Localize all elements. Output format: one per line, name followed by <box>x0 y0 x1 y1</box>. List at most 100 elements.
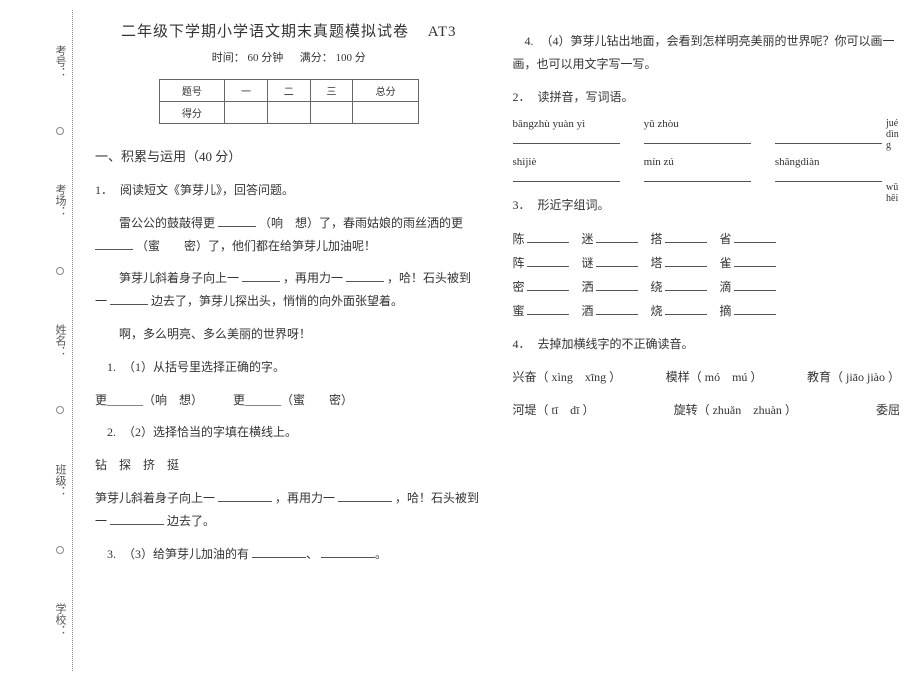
blank <box>596 279 638 291</box>
blank <box>644 132 751 144</box>
p1b: （响 想）了，春雨姑娘的雨丝洒的更 <box>259 216 463 230</box>
binding-label-xuexiao: 学校： <box>52 603 68 636</box>
full-label: 满分： <box>300 52 333 64</box>
py3: shìjiè <box>513 156 620 168</box>
sub-q4: 4. （4）笋芽儿钻出地面，会看到怎样明亮美丽的世界呢？你可以画一画，也可以用文… <box>513 30 901 76</box>
q1-num: 1． <box>95 183 113 197</box>
g33: 摘 <box>720 304 732 318</box>
blank <box>527 279 569 291</box>
g10: 阵 <box>513 256 525 270</box>
s2a: 笋芽儿斜着身子向上一 <box>95 491 215 505</box>
td-blank <box>267 102 310 124</box>
grid-row: 密 洒 绕 滴 <box>513 275 901 299</box>
s2d: 边去了。 <box>167 514 215 528</box>
p2a: 笋芽儿斜着身子向上一 <box>119 271 239 285</box>
exam-title: 二年级下学期小学语文期末真题模拟试卷 AT3 <box>95 20 483 41</box>
p1a: 雷公公的鼓敲得更 <box>119 216 215 230</box>
g01: 迷 <box>582 232 594 246</box>
py5: shāngdiàn <box>775 156 882 168</box>
g32: 烧 <box>651 304 663 318</box>
blank <box>775 170 882 182</box>
td-label: 得分 <box>159 102 224 124</box>
binding-label-kaochang: 考场： <box>52 184 68 217</box>
blank <box>513 132 620 144</box>
q4-line-b: 河堤（ tī dī ） 旋转（ zhuǎn zhuàn ） 委屈 <box>513 399 901 422</box>
blank-row-1 <box>513 132 883 144</box>
pinyin-right-1: juédìng <box>886 118 900 151</box>
blank <box>665 231 707 243</box>
grid-row: 阵 谜 塔 雀 <box>513 251 901 275</box>
sub1-text: （1）从括号里选择正确的字。 <box>123 360 285 374</box>
sub-q2: 2. （2）选择恰当的字填在横线上。 <box>95 421 483 444</box>
sub4-num: 4. <box>525 34 534 48</box>
blank <box>218 215 256 227</box>
passage-p1: 雷公公的鼓敲得更 （响 想）了，春雨姑娘的雨丝洒的更 （蜜 密）了，他们都在给笋… <box>95 212 483 258</box>
blank <box>734 279 776 291</box>
q2-num: 2． <box>513 90 531 104</box>
question-4: 4． 去掉加横线字的不正确读音。 <box>513 333 901 356</box>
g21: 洒 <box>582 280 594 294</box>
p1c: （蜜 密）了，他们都在给笋芽儿加油呢！ <box>136 239 376 253</box>
binding-dot <box>56 267 64 275</box>
sub2-num: 2. <box>107 425 116 439</box>
g11: 谜 <box>582 256 594 270</box>
q4-text: 去掉加横线字的不正确读音。 <box>538 337 694 351</box>
g31: 酒 <box>582 304 594 318</box>
binding-label-xingming: 姓名： <box>52 324 68 357</box>
blank-row-2 <box>513 170 883 182</box>
title-main: 二年级下学期小学语文期末真题模拟试卷 <box>121 24 409 40</box>
time-value: 60 分钟 <box>248 52 284 64</box>
binding-dot <box>56 127 64 135</box>
th-1: 一 <box>225 80 268 102</box>
py2: yǔ zhòu <box>644 118 751 130</box>
grid-row: 陈 迷 搭 省 <box>513 227 901 251</box>
q3-text: 形近字组词。 <box>538 198 610 212</box>
blank <box>644 170 751 182</box>
blank <box>252 546 306 558</box>
th-total: 总分 <box>353 80 418 102</box>
g13: 雀 <box>720 256 732 270</box>
blank <box>734 303 776 315</box>
pinyin-block: juédìng bāngzhù yuàn yì yǔ zhòu wūhēi sh… <box>513 118 901 182</box>
blank <box>346 270 384 282</box>
q4-line-a: 兴奋（ xìng xīng ） 模样（ mó mú ） 教育（ jiāo jià… <box>513 366 901 389</box>
blank <box>596 303 638 315</box>
passage-p2: 笋芽儿斜着身子向上一 ，再用力一 ，哈！石头被到一 边去了，笋芽儿探出头，悄悄的… <box>95 267 483 313</box>
blank <box>527 255 569 267</box>
td-blank <box>225 102 268 124</box>
pinyin-row-1: bāngzhù yuàn yì yǔ zhòu <box>513 118 883 130</box>
q1-text: 阅读短文《笋芽儿》，回答问题。 <box>120 183 294 197</box>
blank <box>242 270 280 282</box>
th-3: 三 <box>310 80 353 102</box>
binding-label-kaohao: 考号： <box>52 45 68 78</box>
g20: 密 <box>513 280 525 294</box>
sub2-opts: 钻 探 挤 挺 <box>95 454 483 477</box>
g22: 绕 <box>651 280 663 294</box>
g23: 滴 <box>720 280 732 294</box>
q4b0: 河堤（ tī dī ） <box>513 399 595 422</box>
blank <box>338 490 392 502</box>
g30: 蜜 <box>513 304 525 318</box>
blank <box>734 231 776 243</box>
q4a0: 兴奋（ xìng xīng ） <box>513 366 622 389</box>
score-value-row: 得分 <box>159 102 418 124</box>
g02: 搭 <box>651 232 663 246</box>
blank <box>527 303 569 315</box>
g03: 省 <box>720 232 732 246</box>
blank <box>596 255 638 267</box>
xingjin-grid: 陈 迷 搭 省 阵 谜 塔 雀 密 洒 绕 滴 蜜 酒 烧 摘 <box>513 227 901 323</box>
pinyin-row-2: shìjiè mín zú shāngdiàn <box>513 156 883 168</box>
q3-num: 3． <box>513 198 531 212</box>
sub-q3: 3. （3）给笋芽儿加油的有 、 。 <box>95 543 483 566</box>
blank <box>527 231 569 243</box>
blank <box>321 546 375 558</box>
td-blank <box>353 102 418 124</box>
blank <box>95 238 133 250</box>
s2b: ，再用力一 <box>275 491 335 505</box>
blank <box>665 255 707 267</box>
th-2: 二 <box>267 80 310 102</box>
blank <box>734 255 776 267</box>
time-label: 时间： <box>212 52 245 64</box>
question-1: 1． 阅读短文《笋芽儿》，回答问题。 <box>95 179 483 202</box>
p2d: 边去了，笋芽儿探出头，悄悄的向外面张望着。 <box>151 294 403 308</box>
